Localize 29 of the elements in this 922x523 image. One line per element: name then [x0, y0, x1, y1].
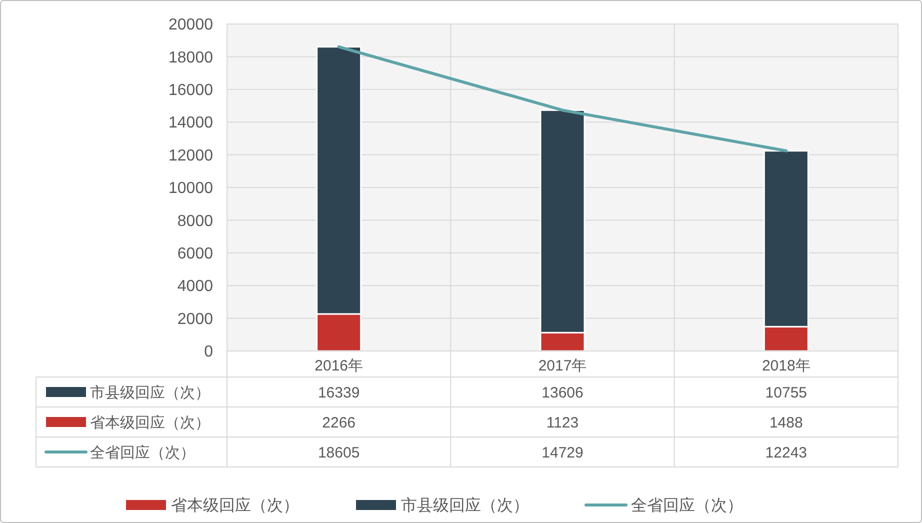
- y-tick-label: 14000: [168, 114, 214, 132]
- data-label: 1488: [769, 414, 803, 432]
- y-tick-label: 0: [204, 344, 214, 361]
- y-tick-label: 12000: [168, 147, 214, 164]
- data-label: 2266: [322, 414, 356, 432]
- legend-label: 市县级回应（次）: [90, 384, 210, 402]
- y-tick-label: 4000: [177, 278, 214, 296]
- data-label: 14729: [542, 444, 584, 462]
- legend-label: 全省回应（次）: [90, 444, 195, 462]
- y-tick-label: 2000: [177, 310, 214, 328]
- legend-label: 省本级回应（次）: [90, 414, 210, 432]
- data-label: 16339: [318, 384, 360, 402]
- text: 省本级回应（次）: [171, 498, 299, 515]
- y-tick-label: 10000: [168, 180, 214, 198]
- data-label: 10755: [765, 384, 808, 402]
- data-label: 13606: [542, 384, 584, 402]
- y-tick-label: 18000: [168, 49, 214, 66]
- y-tick-label: 8000: [177, 212, 214, 230]
- x-tick-label: 2017年: [538, 357, 587, 374]
- y-tick-label: 20000: [168, 16, 214, 34]
- text: 市县级回应（次）: [401, 498, 529, 515]
- data-label: 18605: [318, 444, 360, 462]
- y-tick-label: 16000: [168, 82, 214, 99]
- text: 全省回应（次）: [631, 498, 743, 515]
- x-tick-label: 2016年: [314, 357, 364, 374]
- data-label: 1123: [546, 414, 579, 432]
- x-tick-label: 2018年: [762, 357, 810, 374]
- y-tick-label: 6000: [177, 246, 214, 262]
- data-label: 12243: [765, 444, 808, 462]
